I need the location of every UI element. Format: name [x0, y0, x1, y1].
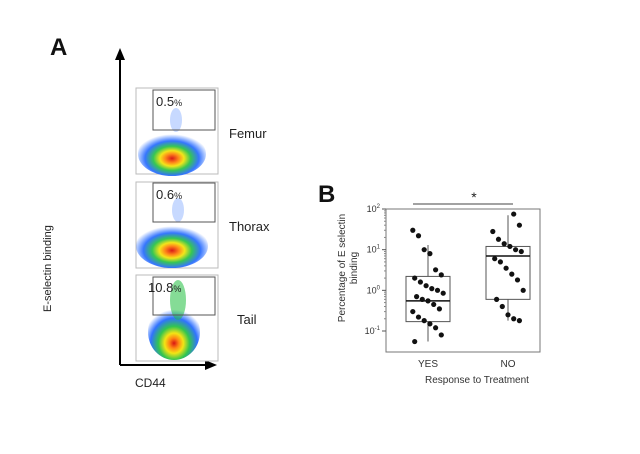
data-point	[415, 233, 422, 239]
data-point	[509, 271, 515, 277]
y-tick-label: 10-1	[365, 326, 381, 336]
data-point	[419, 296, 425, 302]
data-point	[410, 308, 416, 315]
data-point	[427, 251, 433, 257]
y-tick-label: 102	[367, 204, 381, 214]
data-point	[423, 283, 429, 289]
data-point	[415, 314, 422, 320]
data-point	[438, 272, 444, 278]
data-point	[499, 303, 505, 310]
panel-a-label: A	[50, 34, 68, 61]
box-yes	[405, 275, 451, 323]
x-category-label: NO	[501, 359, 516, 370]
data-point	[433, 267, 439, 273]
data-point	[433, 325, 439, 331]
data-point	[495, 236, 502, 242]
data-point	[511, 316, 517, 322]
data-point	[511, 211, 517, 217]
data-point	[412, 338, 418, 345]
data-point	[514, 277, 521, 283]
significance-star: *	[471, 189, 477, 205]
tissue-label-femur: Femur	[229, 126, 267, 141]
data-point	[494, 296, 500, 302]
data-point	[429, 286, 435, 292]
x-category-label: YES	[418, 359, 438, 370]
data-point	[516, 222, 523, 228]
y-axis-title-line-1: Percentage of E selectin	[337, 214, 348, 322]
y-axis-title-line-2: binding	[349, 252, 360, 284]
data-point	[503, 265, 509, 271]
data-point	[431, 301, 437, 308]
y-tick-label: 101	[367, 245, 381, 255]
data-point	[414, 294, 420, 300]
tissue-label-thorax: Thorax	[229, 219, 270, 234]
data-point	[516, 318, 523, 324]
gate-percent-thorax: 0.6%	[156, 187, 183, 202]
data-point	[518, 248, 524, 255]
panel-b-label: B	[318, 181, 336, 208]
data-point	[507, 243, 513, 250]
data-point	[513, 247, 519, 253]
data-point	[434, 287, 441, 293]
data-point	[417, 279, 423, 285]
data-point	[410, 227, 416, 233]
data-point	[412, 275, 418, 281]
plot-frame	[385, 208, 541, 353]
data-point	[425, 298, 431, 304]
x-axis-title: Response to Treatment	[425, 375, 529, 386]
data-point	[497, 259, 503, 265]
y-tick-label: 100	[367, 285, 381, 295]
gate-percent-tail: 10.8%	[148, 280, 182, 295]
data-point	[490, 228, 496, 235]
data-point	[421, 318, 427, 324]
data-point	[427, 321, 433, 327]
data-point	[438, 332, 444, 338]
data-point	[436, 306, 442, 312]
data-point	[505, 312, 511, 318]
data-point	[492, 256, 498, 262]
data-point	[421, 247, 427, 253]
tissue-label-tail: Tail	[237, 312, 257, 327]
data-point	[501, 241, 507, 247]
panel-a-x-axis-label: CD44	[135, 376, 166, 390]
data-point	[520, 287, 526, 293]
data-point	[440, 290, 446, 296]
gate-percent-femur: 0.5%	[156, 94, 183, 109]
